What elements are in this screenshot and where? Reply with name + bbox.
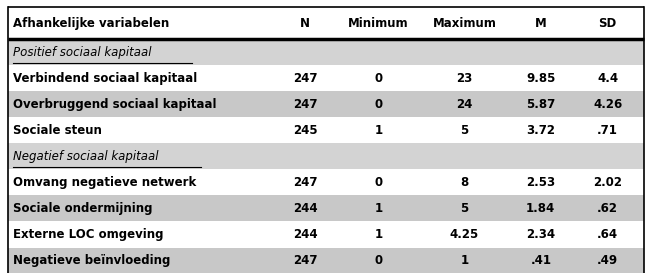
Text: Minimum: Minimum bbox=[348, 17, 409, 29]
FancyBboxPatch shape bbox=[8, 65, 644, 91]
Text: 244: 244 bbox=[293, 228, 318, 241]
Text: 244: 244 bbox=[293, 202, 318, 215]
Text: 0: 0 bbox=[374, 98, 383, 111]
Text: 4.25: 4.25 bbox=[450, 228, 479, 241]
FancyBboxPatch shape bbox=[8, 117, 644, 143]
Text: 1.84: 1.84 bbox=[526, 202, 556, 215]
Text: Omvang negatieve netwerk: Omvang negatieve netwerk bbox=[13, 176, 196, 189]
FancyBboxPatch shape bbox=[8, 195, 644, 221]
Text: M: M bbox=[535, 17, 546, 29]
Text: 5: 5 bbox=[460, 124, 469, 137]
Text: 0: 0 bbox=[374, 176, 383, 189]
Text: 2.34: 2.34 bbox=[526, 228, 556, 241]
Text: N: N bbox=[301, 17, 310, 29]
Text: .64: .64 bbox=[597, 228, 618, 241]
Text: .62: .62 bbox=[597, 202, 618, 215]
Text: 4.4: 4.4 bbox=[597, 72, 618, 85]
Text: 0: 0 bbox=[374, 72, 383, 85]
Text: 247: 247 bbox=[293, 176, 318, 189]
Text: SD: SD bbox=[599, 17, 617, 29]
Text: .49: .49 bbox=[597, 254, 618, 267]
Text: Overbruggend sociaal kapitaal: Overbruggend sociaal kapitaal bbox=[13, 98, 216, 111]
Text: 2.53: 2.53 bbox=[526, 176, 556, 189]
Text: 1: 1 bbox=[460, 254, 469, 267]
Text: 1: 1 bbox=[374, 202, 383, 215]
FancyBboxPatch shape bbox=[8, 39, 644, 65]
Text: Sociale steun: Sociale steun bbox=[13, 124, 102, 137]
Text: 0: 0 bbox=[374, 254, 383, 267]
FancyBboxPatch shape bbox=[8, 143, 644, 170]
FancyBboxPatch shape bbox=[8, 248, 644, 273]
Text: Sociale ondermijning: Sociale ondermijning bbox=[13, 202, 153, 215]
Text: 4.26: 4.26 bbox=[593, 98, 622, 111]
Text: 247: 247 bbox=[293, 254, 318, 267]
Text: 1: 1 bbox=[374, 124, 383, 137]
Text: 2.02: 2.02 bbox=[593, 176, 622, 189]
Text: Negatieve beïnvloeding: Negatieve beïnvloeding bbox=[13, 254, 170, 267]
FancyBboxPatch shape bbox=[8, 91, 644, 117]
Text: Negatief sociaal kapitaal: Negatief sociaal kapitaal bbox=[13, 150, 158, 163]
Text: Verbindend sociaal kapitaal: Verbindend sociaal kapitaal bbox=[13, 72, 198, 85]
Text: .41: .41 bbox=[530, 254, 552, 267]
Text: .71: .71 bbox=[597, 124, 618, 137]
Text: 1: 1 bbox=[374, 228, 383, 241]
FancyBboxPatch shape bbox=[8, 170, 644, 195]
Text: 8: 8 bbox=[460, 176, 469, 189]
Text: 9.85: 9.85 bbox=[526, 72, 556, 85]
Text: Afhankelijke variabelen: Afhankelijke variabelen bbox=[13, 17, 170, 29]
Text: 24: 24 bbox=[456, 98, 473, 111]
Text: Maximum: Maximum bbox=[432, 17, 496, 29]
Text: 5: 5 bbox=[460, 202, 469, 215]
Text: 3.72: 3.72 bbox=[526, 124, 556, 137]
FancyBboxPatch shape bbox=[8, 221, 644, 248]
Text: 245: 245 bbox=[293, 124, 318, 137]
FancyBboxPatch shape bbox=[8, 7, 644, 39]
Text: 5.87: 5.87 bbox=[526, 98, 556, 111]
Text: Positief sociaal kapitaal: Positief sociaal kapitaal bbox=[13, 46, 151, 59]
Text: 247: 247 bbox=[293, 72, 318, 85]
Text: 23: 23 bbox=[456, 72, 473, 85]
Text: 247: 247 bbox=[293, 98, 318, 111]
Text: Externe LOC omgeving: Externe LOC omgeving bbox=[13, 228, 164, 241]
